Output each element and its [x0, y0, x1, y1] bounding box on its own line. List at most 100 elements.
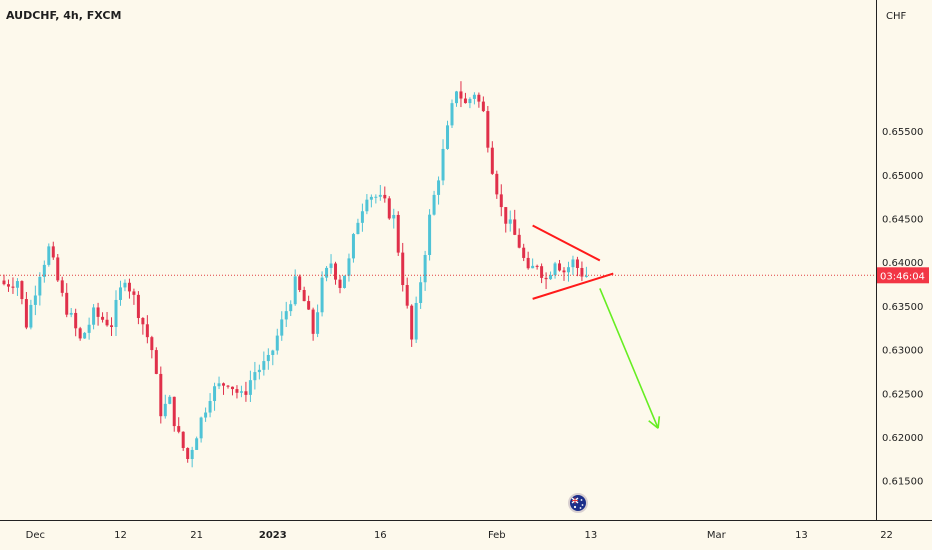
candle-body [293, 276, 297, 305]
candle-body [338, 279, 342, 288]
candle [239, 385, 243, 398]
candle [383, 186, 387, 203]
candle-body [508, 219, 512, 224]
candle [222, 382, 226, 395]
candle [177, 417, 181, 434]
candle-body [544, 277, 548, 280]
candle [513, 209, 517, 236]
candle [38, 272, 42, 306]
candle [329, 254, 333, 274]
candle [423, 250, 427, 291]
candle-body [235, 389, 239, 393]
candle-body [387, 198, 391, 219]
candle-body [401, 252, 405, 286]
candle [132, 288, 136, 305]
candle-body [504, 207, 508, 224]
candle [266, 348, 270, 370]
candle [96, 302, 100, 326]
candle [69, 308, 73, 318]
candle-body [499, 194, 503, 208]
candle-body [101, 316, 105, 320]
candle-body [419, 282, 423, 303]
candle [118, 280, 122, 306]
candle-body [558, 263, 562, 271]
candle-body [11, 286, 15, 288]
candle [248, 370, 252, 402]
candle-body [145, 324, 149, 338]
candle-body [168, 396, 172, 404]
candle [454, 90, 458, 107]
candle-body [446, 125, 450, 149]
candle-body [56, 257, 60, 281]
candle [145, 315, 149, 344]
candle-body [365, 199, 369, 212]
candle-body [486, 111, 490, 148]
countdown-text: 03:46:04 [880, 271, 925, 282]
candle-body [222, 383, 226, 386]
candle [262, 351, 266, 376]
projection-arrow-head-right [657, 416, 661, 429]
candle-body [284, 311, 288, 320]
candle-body [96, 307, 100, 317]
candle [535, 264, 539, 270]
candle-body [280, 319, 284, 336]
candle-body [584, 275, 588, 277]
candle-body [204, 412, 208, 418]
candle-body [481, 101, 485, 112]
candle-body [526, 257, 530, 269]
candle [571, 255, 575, 275]
candle [468, 97, 472, 109]
candle [92, 304, 96, 330]
y-tick-label: 0.64000 [882, 258, 923, 269]
candle [293, 269, 297, 306]
candle [83, 331, 87, 339]
candle [338, 275, 342, 294]
candle-body [29, 304, 33, 328]
candle [531, 258, 535, 269]
candle-body [360, 211, 364, 223]
candle [172, 396, 176, 432]
candle [217, 376, 221, 390]
candle [29, 299, 33, 330]
candle [204, 407, 208, 422]
candle-body [217, 383, 221, 387]
candle [154, 347, 158, 375]
candle-body [154, 350, 158, 374]
x-tick-label: 13 [795, 530, 808, 541]
candles-layer [2, 81, 588, 468]
candle-body [60, 280, 64, 293]
candle-body [92, 307, 96, 325]
candle-body [69, 312, 73, 315]
candle [526, 251, 530, 270]
candle-body [123, 282, 127, 288]
candle [374, 194, 378, 204]
candle [508, 210, 512, 232]
candle-body [230, 386, 234, 390]
candle [56, 253, 60, 282]
triangle-lower-line [532, 272, 614, 300]
candle [356, 218, 360, 235]
candle-body [114, 299, 118, 327]
australia-flag-icon[interactable] [568, 493, 588, 513]
candle-body [33, 295, 37, 305]
candle [387, 196, 391, 220]
candle [365, 194, 369, 215]
candle-body [468, 98, 472, 104]
candle-body [195, 438, 199, 450]
candle [230, 386, 234, 396]
candle-body [307, 301, 311, 310]
candle-body [320, 277, 324, 313]
candle [302, 286, 306, 302]
candle [87, 317, 91, 340]
candle [463, 92, 467, 104]
candle-body [181, 431, 185, 448]
candle [369, 194, 373, 208]
candle-body [159, 373, 163, 417]
candle-body [38, 276, 42, 296]
candle-body [248, 380, 252, 395]
candle-body [65, 292, 69, 315]
candle [244, 381, 248, 402]
